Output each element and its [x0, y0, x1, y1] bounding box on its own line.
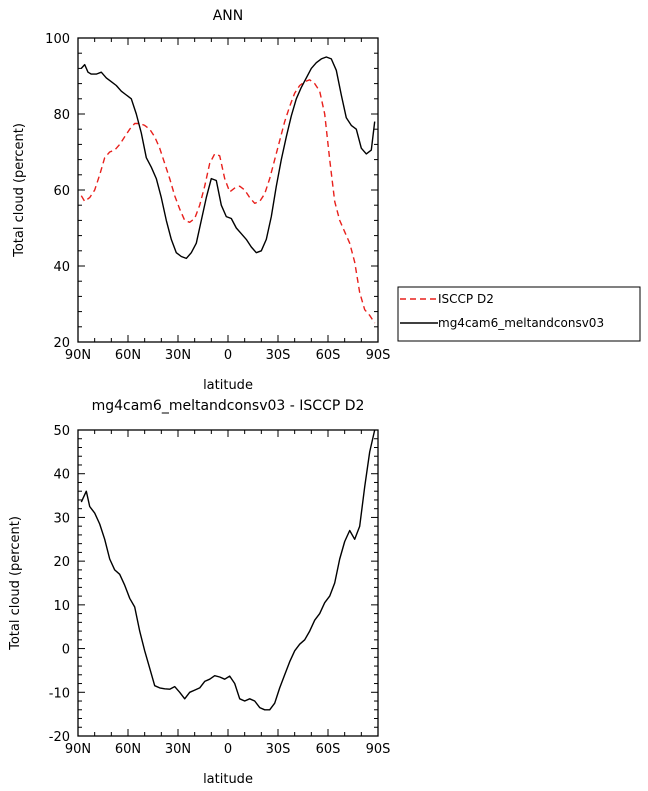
- y-axis-label: Total cloud (percent): [8, 516, 23, 651]
- y-tick-label: -20: [49, 730, 70, 745]
- x-tick-label: 60N: [115, 742, 141, 757]
- x-tick-label: 90S: [366, 348, 391, 363]
- x-axis-label: latitude: [203, 772, 253, 787]
- x-tick-label: 30S: [266, 348, 291, 363]
- y-tick-label: 10: [53, 599, 70, 614]
- x-tick-label: 60S: [316, 742, 341, 757]
- series-line-isccp-d2: [80, 79, 376, 324]
- y-axis-label: Total cloud (percent): [12, 123, 27, 258]
- series-line-difference-0: [80, 429, 376, 711]
- y-tick-label: 20: [53, 336, 70, 351]
- plot-lines: [80, 429, 376, 711]
- ann-cloud-chart: ANN 90N 60N 30N 0 30S 60S 90S 20 40 60 80 100 latit…: [12, 8, 641, 393]
- x-tick-label: 60N: [115, 348, 141, 363]
- y-tick-label: 80: [53, 108, 70, 123]
- y-tick-label: 20: [53, 555, 70, 570]
- legend-label-model: mg4cam6_meltandconsv03: [438, 316, 604, 330]
- series-line-mg4cam6-meltandconsv03: [80, 56, 376, 260]
- x-tick-label: 90N: [65, 742, 91, 757]
- plot-frame: [77, 37, 379, 343]
- x-tick-label: 30N: [165, 742, 191, 757]
- difference-cloud-chart: mg4cam6_meltandconsv03 - ISCCP D2 90N 60N…: [8, 398, 390, 787]
- x-tick-label: 90S: [366, 742, 391, 757]
- legend: ISCCP D2 mg4cam6_meltandconsv03: [397, 286, 641, 342]
- axis-ticks: 90N 60N 30N 0 30S 60S 90S -20 -10 0 10 20 30 40 50: [49, 424, 391, 757]
- y-tick-label: 50: [53, 424, 70, 439]
- x-tick-label: 0: [224, 348, 232, 363]
- y-tick-label: -10: [49, 686, 70, 701]
- y-tick-label: 100: [45, 32, 70, 47]
- x-tick-label: 30S: [266, 742, 291, 757]
- chart-title: mg4cam6_meltandconsv03 - ISCCP D2: [92, 398, 365, 414]
- legend-label-isccp-d2: ISCCP D2: [438, 292, 494, 306]
- x-axis-label: latitude: [203, 378, 253, 393]
- y-tick-label: 40: [53, 468, 70, 483]
- legend-box: [397, 286, 641, 342]
- x-tick-label: 0: [224, 742, 232, 757]
- plot-lines: [80, 56, 376, 324]
- y-tick-label: 0: [62, 643, 70, 658]
- y-tick-label: 60: [53, 184, 70, 199]
- y-tick-label: 30: [53, 511, 70, 526]
- x-tick-label: 60S: [316, 348, 341, 363]
- axis-ticks: 90N 60N 30N 0 30S 60S 90S 20 40 60 80 100: [45, 32, 390, 363]
- x-tick-label: 30N: [165, 348, 191, 363]
- chart-title: ANN: [213, 8, 244, 24]
- x-tick-label: 90N: [65, 348, 91, 363]
- y-tick-label: 40: [53, 260, 70, 275]
